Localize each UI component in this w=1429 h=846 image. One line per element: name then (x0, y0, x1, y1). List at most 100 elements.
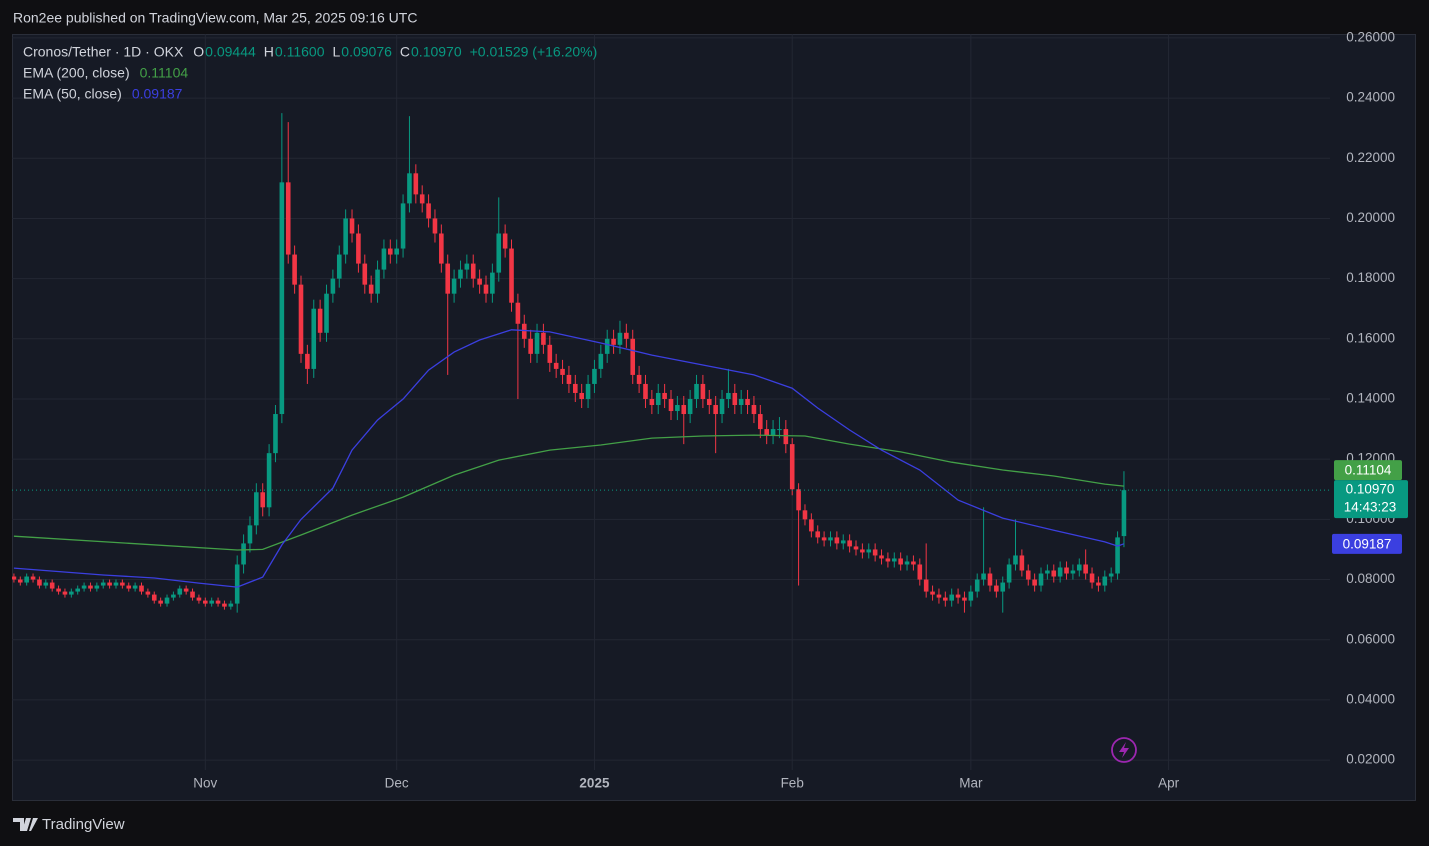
candle-body (700, 383, 706, 399)
candle-body (521, 323, 527, 339)
y-tick-label: 0.22000 (1346, 150, 1395, 165)
candle-body (100, 582, 106, 586)
candle-body (553, 362, 559, 369)
x-tick-label: 2025 (579, 776, 610, 791)
candle-body (94, 585, 100, 589)
y-tick-label: 0.02000 (1346, 752, 1395, 767)
candle-body (254, 492, 259, 526)
candle-body (534, 332, 540, 354)
candle-body (343, 218, 348, 255)
candle-body (209, 600, 214, 604)
countdown-label: 14:43:23 (1344, 500, 1397, 515)
candle-body (1000, 582, 1006, 592)
candle-body (891, 558, 897, 562)
candle-body (69, 591, 74, 595)
candle-body (885, 558, 891, 562)
candle-body (624, 332, 629, 339)
candle-body (1025, 570, 1031, 580)
candle-body (643, 383, 648, 399)
last-price-label: 0.10970 (1346, 482, 1395, 497)
ohlc-key: H (264, 44, 274, 60)
candle-body (490, 272, 495, 294)
candle-body (356, 233, 361, 264)
candle-body (43, 582, 49, 586)
candle-body (981, 573, 986, 580)
grid (12, 34, 1330, 770)
candle-body (145, 591, 151, 595)
candle-body (796, 489, 801, 511)
candle-body (317, 308, 323, 333)
candle-body (592, 368, 597, 384)
candle-body (732, 392, 738, 406)
candle-body (400, 203, 406, 249)
candle-body (477, 278, 482, 285)
candle-body (285, 182, 291, 255)
ema-price-label: 0.09187 (1343, 536, 1392, 551)
ema-legend-value: 0.11104 (140, 65, 189, 81)
candle-body (120, 582, 125, 586)
candle-body (694, 383, 699, 399)
candle-body (171, 594, 176, 598)
candle-body (802, 510, 808, 520)
candle-body (515, 302, 521, 324)
candle-body (1051, 570, 1057, 577)
candle-body (943, 597, 948, 601)
candle-body (1057, 567, 1063, 577)
publisher: Ron2ee published on TradingView.com, Mar… (13, 10, 417, 26)
candle-body (139, 585, 144, 592)
candle-body (375, 269, 380, 294)
candle-body (994, 585, 999, 592)
candle-body (668, 398, 674, 412)
candle-body (196, 597, 202, 601)
candle-body (30, 576, 36, 580)
candle-body (949, 594, 954, 601)
candle-body (821, 537, 827, 541)
candle-body (37, 579, 42, 586)
candle-body (681, 405, 687, 415)
x-tick-label: Apr (1158, 776, 1180, 791)
candle-body (509, 248, 514, 303)
ohlc-value: 0.11600 (275, 44, 325, 60)
candle-body (547, 344, 553, 363)
candle-body (445, 263, 451, 294)
brand-name: TradingView (42, 816, 125, 833)
candle-body (88, 585, 93, 589)
candle-body (228, 603, 234, 607)
candle-body (164, 597, 170, 604)
y-tick-label: 0.08000 (1346, 571, 1395, 586)
candle-body (1013, 555, 1018, 565)
ema-price-label: 0.11104 (1345, 463, 1392, 478)
candle-body (904, 561, 910, 565)
ema-price-box (1334, 460, 1402, 481)
candle-body (840, 540, 846, 544)
candle-body (866, 549, 872, 553)
candle-body (560, 368, 565, 375)
ohlc-value: 0.10970 (411, 44, 462, 60)
candle-body (241, 543, 246, 565)
candle-body (451, 278, 457, 294)
candle-body (458, 269, 463, 279)
candle-body (528, 338, 533, 354)
candle-body (158, 600, 163, 604)
candle-body (758, 414, 763, 430)
candle-body (974, 579, 980, 592)
candle-body (426, 203, 431, 219)
ema-legend-name: EMA (200, close) (23, 65, 130, 81)
candle-body (636, 374, 642, 384)
candle-body (923, 579, 929, 592)
candle-body (49, 582, 55, 589)
candle-body (260, 492, 266, 508)
candle-body (611, 338, 616, 345)
ema-line (13, 329, 1125, 588)
alert-icon (1111, 737, 1137, 763)
candle-body (24, 576, 29, 583)
candle-body (151, 594, 157, 601)
candle-body (62, 591, 68, 595)
candle-body (719, 398, 725, 415)
candle-body (828, 537, 833, 541)
x-tick-label: Mar (959, 776, 983, 791)
candle-body (502, 233, 508, 249)
candle-body (1045, 570, 1050, 574)
candle-body (324, 293, 329, 333)
candle-body (1038, 573, 1044, 586)
